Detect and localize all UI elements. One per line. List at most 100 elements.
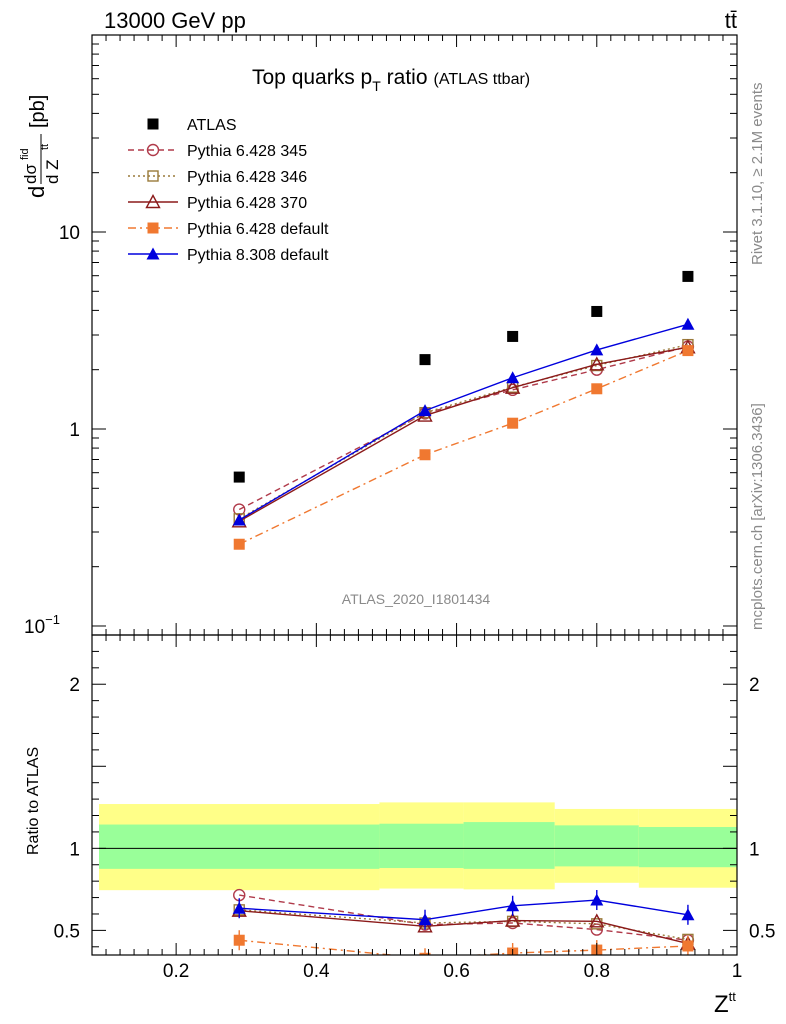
x-axis-label-sup: tt xyxy=(729,989,737,1004)
y-tick-label-ratio-left: 1 xyxy=(69,839,80,860)
y-tick-label-ratio-right: 1 xyxy=(749,839,760,860)
band-inner xyxy=(379,823,464,869)
ratio-point-pythia-8-308-default xyxy=(506,899,520,912)
y-axis-label-ratio: Ratio to ATLAS xyxy=(25,747,42,855)
ratio-point-pythia-6-428-345 xyxy=(590,923,603,936)
legend-entry-pythia-6-428-346: Pythia 6.428 346 xyxy=(128,169,307,186)
header-left: 13000 GeV pp xyxy=(104,8,246,33)
point-pythia-6-428-default xyxy=(233,538,245,550)
point-atlas xyxy=(233,471,245,483)
axis-ticks xyxy=(92,34,737,955)
point-pythia-8-308-default xyxy=(590,343,604,356)
legend-marker-pythia-6-428-345 xyxy=(146,143,160,157)
x-tick-label: 0.4 xyxy=(303,961,330,982)
point-pythia-6-428-default xyxy=(419,449,431,461)
point-pythia-6-428-370 xyxy=(589,356,605,371)
chart-title-small: (ATLAS ttbar) xyxy=(434,71,531,88)
point-pythia-8-308-default xyxy=(232,513,246,526)
ratio-point-pythia-6-428-370 xyxy=(589,913,605,928)
y-tick-label-main-low: 10−1 xyxy=(24,612,60,638)
chart-title: Top quarks pT ratio (ATLAS ttbar) xyxy=(252,66,530,94)
x-axis-label: Ztt xyxy=(714,989,736,1018)
y-label-tt: tt xyxy=(39,144,51,150)
chart-title-main: Top quarks p xyxy=(252,66,372,89)
y-label-dsigma: dσ xyxy=(21,164,40,184)
x-tick-label: 1 xyxy=(732,961,743,982)
chart-title-tail: ratio xyxy=(381,66,428,89)
y-tick-label-ratio-right: 0.5 xyxy=(749,921,775,942)
legend-label: ATLAS xyxy=(187,117,237,134)
mcplots-text: mcplots.cern.ch [arXiv:1306.3436] xyxy=(749,403,766,630)
x-tick-label: 0.8 xyxy=(584,961,610,982)
series-line-pythia-8-308-default xyxy=(238,323,689,521)
y-tick-label-ratio-right: 2 xyxy=(749,675,760,696)
ratio-line-pythia-6-428-346 xyxy=(239,909,689,941)
point-atlas xyxy=(419,354,431,366)
legend-marker-pythia-6-428-346 xyxy=(147,170,159,182)
point-pythia-8-308-default xyxy=(506,371,520,384)
series-line-pythia-6-428-370 xyxy=(238,346,689,522)
y-tick-label-main: 10 xyxy=(59,223,80,244)
chart-title-sub: T xyxy=(372,78,381,94)
series-line-pythia-6-428-default xyxy=(238,349,689,545)
point-pythia-6-428-default xyxy=(591,383,603,395)
legend-entry-pythia-6-428-default: Pythia 6.428 default xyxy=(128,221,329,238)
legend-label: Pythia 6.428 default xyxy=(187,221,329,238)
y-tick-label-ratio-left: 0.5 xyxy=(54,921,80,942)
y-label-fid: fid xyxy=(19,148,31,160)
legend-entry-pythia-6-428-345: Pythia 6.428 345 xyxy=(128,143,307,160)
ratio-point-pythia-6-428-default xyxy=(233,934,245,946)
x-tick-label: 0.6 xyxy=(443,961,469,982)
tick-labels: 0.2 0.4 0.6 0.8 1 10 1 10−1 2 2 1 1 0.5 0.5 xyxy=(24,223,775,982)
point-pythia-6-428-370 xyxy=(504,379,521,394)
series-line-pythia-6-428-345 xyxy=(238,345,689,511)
ratio-point-pythia-8-308-default xyxy=(590,893,604,906)
legend-entry-pythia-8-308-default: Pythia 8.308 default xyxy=(128,247,329,264)
point-pythia-8-308-default xyxy=(681,317,695,330)
main-plot-series xyxy=(231,270,696,550)
ratio-line-pythia-6-428-370 xyxy=(239,909,689,945)
uncertainty-bands xyxy=(99,802,737,891)
ratio-point-pythia-6-428-default xyxy=(419,952,431,955)
y-label-d: d xyxy=(24,186,49,198)
legend-entry-pythia-6-428-370: Pythia 6.428 370 xyxy=(128,194,307,212)
ratio-point-pythia-6-428-370 xyxy=(417,918,433,933)
band-inner xyxy=(638,827,737,868)
legend-label: Pythia 6.428 370 xyxy=(187,195,307,212)
header-right: tt̄ xyxy=(725,8,737,33)
x-axis-label-main: Z xyxy=(714,991,729,1018)
ratio-point-pythia-8-308-default xyxy=(232,901,246,914)
band-inner xyxy=(554,825,639,867)
series-line-pythia-6-428-346 xyxy=(238,343,689,520)
point-atlas xyxy=(591,305,603,317)
point-pythia-6-428-default xyxy=(682,345,694,357)
legend-label: Pythia 6.428 345 xyxy=(187,143,307,160)
y-tick-label-ratio-left: 2 xyxy=(69,675,80,696)
ratio-point-pythia-6-428-370 xyxy=(504,912,521,927)
band-inner xyxy=(99,824,380,869)
y-label-dz: d Z xyxy=(43,159,62,184)
legend-label: Pythia 6.428 346 xyxy=(187,169,307,186)
point-pythia-6-428-default xyxy=(507,417,519,429)
legend-entry-atlas: ATLAS xyxy=(147,117,237,134)
point-atlas xyxy=(507,330,519,342)
legend-marker-pythia-8-308-default xyxy=(146,247,160,260)
ratio-point-pythia-8-308-default xyxy=(418,913,432,926)
y-axis-label-main: d dσ fid d Z tt [pb] xyxy=(19,95,62,198)
y-tick-label-main: 1 xyxy=(69,420,80,441)
y-label-unit: [pb] xyxy=(27,95,49,128)
rivet-version-text: Rivet 3.1.10, ≥ 2.1M events xyxy=(749,83,766,266)
point-atlas xyxy=(682,270,694,282)
legend-marker-pythia-6-428-default xyxy=(147,222,159,234)
ratio-point-pythia-6-428-default xyxy=(682,940,694,952)
legend: ATLAS Pythia 6.428 345 Pythia 6.428 346 Pyt… xyxy=(128,117,329,264)
ratio-point-pythia-8-308-default xyxy=(681,908,695,921)
legend-marker-atlas xyxy=(147,118,159,130)
x-tick-label: 0.2 xyxy=(163,961,189,982)
ratio-line-pythia-6-428-345 xyxy=(239,894,689,941)
legend-label: Pythia 8.308 default xyxy=(187,247,329,264)
point-pythia-8-308-default xyxy=(418,404,432,417)
watermark: ATLAS_2020_I1801434 xyxy=(342,591,491,607)
legend-marker-pythia-6-428-370 xyxy=(145,194,161,209)
